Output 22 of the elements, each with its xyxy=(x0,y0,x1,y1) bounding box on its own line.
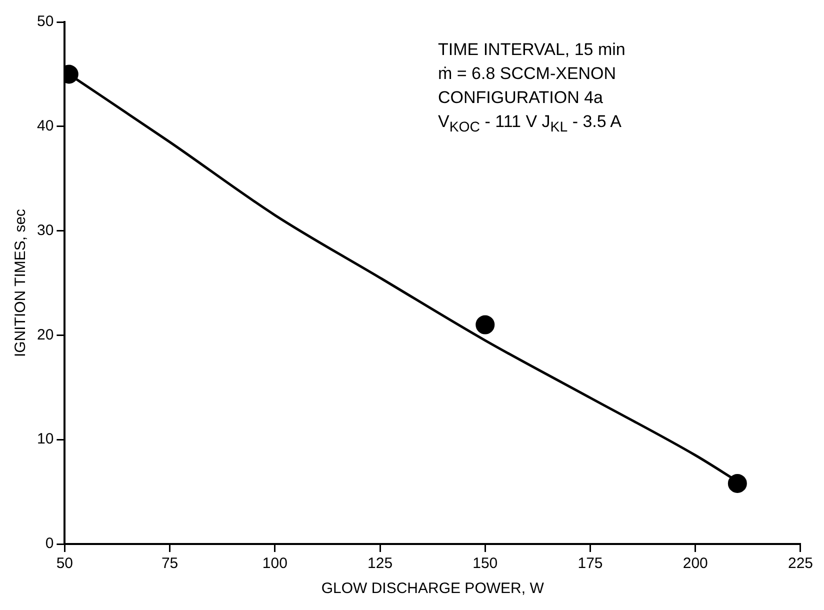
y-tick-label: 40 xyxy=(36,118,54,135)
annotation: CONFIGURATION 4a xyxy=(438,87,604,109)
x-tick-label: 75 xyxy=(161,555,178,572)
annotation: TIME INTERVAL, 15 min xyxy=(438,39,626,61)
x-tick-label: 200 xyxy=(682,555,708,572)
y-axis-title: IGNITION TIMES, sec xyxy=(12,208,30,358)
y-tick-label: 30 xyxy=(36,222,54,239)
annotation: V$_{KOC}$ - 111 V J$_{KL}$ - 3.5 A xyxy=(438,111,622,138)
x-axis-title: GLOW DISCHARGE POWER, W xyxy=(321,580,545,598)
x-tick-label: 175 xyxy=(578,555,603,572)
x-tick-label: 125 xyxy=(368,555,393,572)
y-tick-label: 50 xyxy=(36,13,54,30)
point xyxy=(476,315,495,334)
y-tick-label: 10 xyxy=(36,430,54,448)
annotation: ṁ = 6.8 SCCM-XENON xyxy=(438,63,618,85)
x-tick-label: 225 xyxy=(788,555,813,572)
y-tick-label: 20 xyxy=(36,326,54,344)
y-tick-label: 0 xyxy=(45,535,54,552)
x-tick-label: 50 xyxy=(56,555,74,572)
x-tick-label: 100 xyxy=(262,555,288,572)
x-tick-label: 150 xyxy=(472,555,498,572)
point xyxy=(728,474,747,493)
